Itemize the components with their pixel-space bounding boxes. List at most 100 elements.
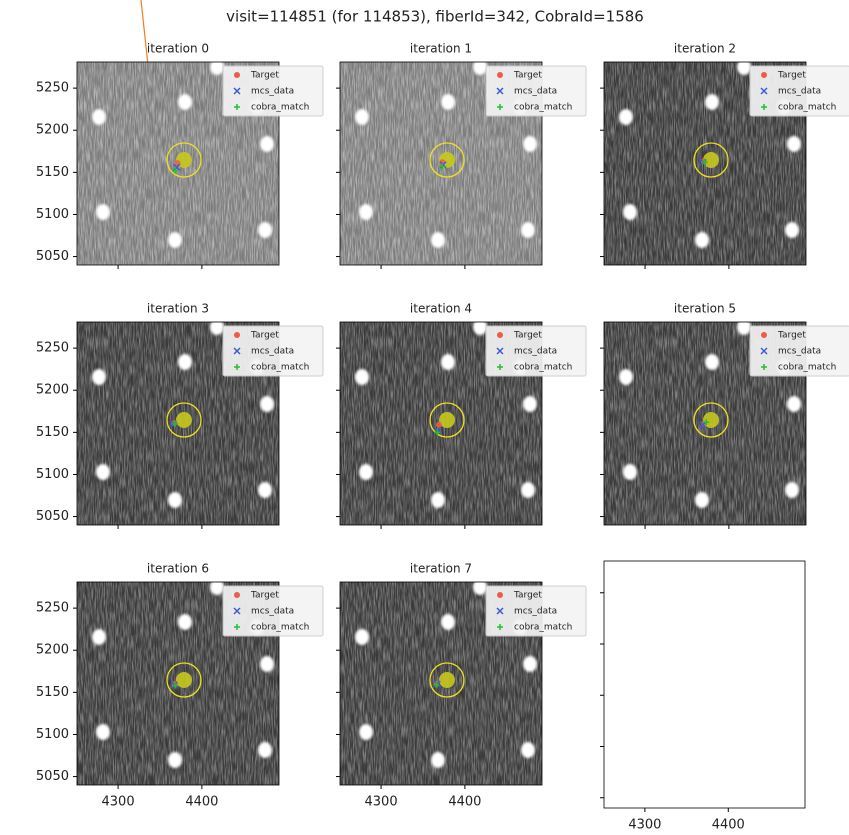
axes-frame [603, 61, 807, 266]
star-spot [695, 492, 709, 508]
axes-frame [339, 581, 543, 786]
patrol-circle [693, 402, 729, 438]
star-spot [260, 136, 274, 152]
star-spot [431, 232, 445, 248]
cobra-point [701, 159, 708, 166]
y-tick-label: 5150 [36, 165, 69, 180]
patrol-circle [429, 142, 465, 178]
cobra-point [434, 429, 441, 436]
star-spot [92, 109, 106, 125]
star-spot [260, 396, 274, 412]
fiber-spot [176, 672, 192, 688]
legend-marker [760, 347, 768, 355]
y-tick-label: 5050 [36, 509, 69, 524]
legend-marker [497, 332, 503, 338]
x-tick-label: 4300 [628, 818, 661, 833]
y-tick-label: 5200 [36, 383, 69, 398]
star-spot [431, 752, 445, 768]
star-spot [178, 354, 192, 370]
subplot-title: iteration 5 [674, 302, 736, 316]
cobra-point [172, 167, 179, 174]
x-tick-label: 4300 [102, 795, 135, 810]
fiber-spot [439, 412, 455, 428]
legend-label: Target [777, 71, 806, 81]
cobra-point [439, 163, 446, 170]
legend-marker [497, 364, 503, 370]
star-spot [695, 232, 709, 248]
y-tick-label: 5100 [36, 207, 69, 222]
legend-marker [234, 104, 240, 110]
legend-marker [497, 104, 503, 110]
subplot-title: iteration 4 [410, 302, 472, 316]
legend-marker [761, 72, 767, 78]
y-tick-label: 5050 [36, 769, 69, 784]
legend-label: mcs_data [514, 87, 557, 97]
star-spot [355, 109, 369, 125]
cobra-point [172, 682, 179, 689]
legend-label: cobra_match [514, 363, 572, 373]
star-spot [359, 464, 373, 480]
patrol-circle [166, 142, 202, 178]
legend-marker [761, 364, 767, 370]
subplot: iteration 1 Target mcs_data cobra_match [336, 42, 587, 269]
legend-label: mcs_data [778, 87, 821, 97]
star-spot [523, 396, 537, 412]
legend-marker [234, 624, 240, 630]
patrol-circle [429, 662, 465, 698]
y-tick-label: 5250 [36, 81, 69, 96]
legend-marker [497, 592, 503, 598]
legend-label: Target [513, 591, 542, 601]
subplot: iteration 2 Target mcs_data cobra_match [600, 42, 849, 269]
y-tick-label: 5150 [36, 425, 69, 440]
star-spot [260, 656, 274, 672]
star-spot [92, 629, 106, 645]
legend-box [749, 325, 849, 377]
star-spot [523, 656, 537, 672]
legend-marker [233, 347, 241, 355]
star-spot [359, 204, 373, 220]
cobra-point [172, 420, 179, 427]
legend-label: Target [513, 331, 542, 341]
legend-label: cobra_match [778, 103, 836, 113]
legend-marker [234, 364, 240, 370]
legend-marker [234, 332, 240, 338]
star-spot [787, 136, 801, 152]
star-spot [96, 724, 110, 740]
y-tick-label: 5150 [36, 685, 69, 700]
subplot: 5050 5100 5150 5200 5250 iteration 0 Target mcs… [36, 42, 324, 269]
y-tick-label: 5200 [36, 643, 69, 658]
legend-marker [234, 72, 240, 78]
star-spot [441, 614, 455, 630]
legend-label: Target [250, 71, 279, 81]
axes-frame [603, 560, 806, 809]
axes-frame [603, 321, 807, 526]
figure-title: visit=114851 (for 114853), fiberId=342, … [226, 8, 644, 26]
y-tick-label: 5100 [36, 467, 69, 482]
legend-marker [496, 347, 504, 355]
legend-marker [497, 72, 503, 78]
star-spot [258, 482, 272, 498]
legend-label: mcs_data [251, 607, 294, 617]
axes-frame [339, 61, 543, 266]
legend-label: cobra_match [514, 623, 572, 633]
legend-box [222, 65, 324, 117]
star-spot [359, 724, 373, 740]
legend-marker [761, 104, 767, 110]
star-spot [787, 396, 801, 412]
target-point [435, 421, 442, 428]
patrol-circle [429, 402, 465, 438]
fiber-spot [176, 412, 192, 428]
subplot-title: iteration 3 [147, 302, 209, 316]
subplot-title: iteration 2 [674, 42, 736, 56]
x-tick-label: 4400 [712, 818, 745, 833]
legend-label: mcs_data [251, 347, 294, 357]
star-spot [521, 222, 535, 238]
subplot-title: iteration 6 [147, 562, 209, 576]
star-spot [473, 319, 487, 335]
y-tick-label: 5100 [36, 727, 69, 742]
star-spot [96, 464, 110, 480]
legend-marker [233, 607, 241, 615]
star-spot [523, 136, 537, 152]
star-spot [619, 109, 633, 125]
subplot: 5050 5100 5150 5200 5250 iteration 3 Target mcs… [36, 302, 324, 529]
